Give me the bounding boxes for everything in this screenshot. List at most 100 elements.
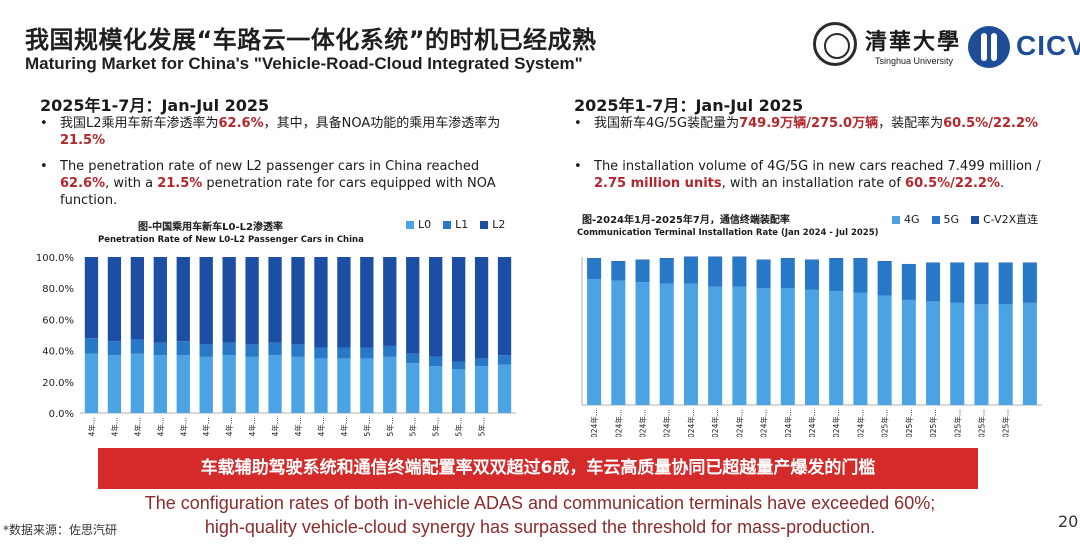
bar-5G-16 (974, 262, 989, 305)
bullet-dot: • (40, 116, 48, 131)
x-tick-label: 2025年... (362, 417, 372, 437)
bar-L0-7 (245, 356, 259, 413)
bar-4G-12 (877, 295, 892, 405)
legend-label: 4G (904, 213, 920, 226)
bar-L2-1 (107, 257, 122, 342)
right-bullet-cn-a: 我国新车4G/5G装配量为 (594, 116, 740, 131)
bar-L2-16 (451, 257, 466, 362)
bar-L1-5 (199, 344, 213, 357)
left-bullet-cn: • 我国L2乘用车新车渗透率为62.6%，其中，具备NOA功能的乘用车渗透率为 2… (40, 115, 520, 149)
bar-L0-6 (222, 355, 236, 413)
cicv-mark-icon (968, 26, 1010, 68)
x-tick-label: 2024年... (734, 409, 744, 437)
legend-swatch (406, 221, 414, 229)
right-chart-legend: 4G 5G C-V2X直连 (892, 211, 1050, 227)
bar-5G-3 (659, 258, 674, 284)
x-tick-label: 2025年... (454, 417, 464, 437)
bar-L2-15 (429, 257, 443, 357)
legend-label: L2 (492, 218, 506, 231)
bar-L1-13 (383, 345, 397, 357)
bar-5G-6 (732, 257, 747, 287)
conclusion-banner: 车载辅助驾驶系统和通信终端配置率双双超过6成，车云高质量协同已超越量产爆发的门槛 (98, 448, 978, 489)
left-bullet-en-c: penetration rate for cars equipped with … (60, 176, 496, 208)
bar-L2-13 (383, 257, 397, 346)
left-l2-rate-en: 62.6% (60, 176, 106, 191)
x-tick-label: 2024年... (247, 417, 257, 437)
page-title: 我国规模化发展“车路云一体化系统”的时机已经成熟 (25, 26, 597, 54)
x-tick-label: 2024年... (855, 409, 865, 437)
bar-L2-5 (199, 257, 213, 345)
tsinghua-seal-icon (813, 22, 857, 66)
left-bullet-cn-a: 我国L2乘用车新车渗透率为 (60, 116, 219, 131)
bar-L1-15 (429, 356, 443, 367)
bar-L1-8 (268, 342, 282, 356)
bar-5G-15 (950, 262, 965, 303)
legend-swatch (892, 216, 900, 224)
bar-L2-18 (497, 257, 512, 356)
x-tick-label: 2025年... (904, 409, 914, 437)
right-volume: 749.9万辆/275.0万辆 (739, 116, 879, 131)
x-tick-label: 2025年... (408, 417, 418, 437)
tsinghua-logo-en: Tsinghua University (875, 56, 954, 66)
left-period-heading: 2025年1-7月：Jan-Jul 2025 (40, 96, 270, 115)
cicv-logo-text: CICV (1016, 30, 1080, 61)
bar-L1-2 (130, 339, 145, 354)
bar-L2-14 (406, 257, 420, 354)
right-panel: 2025年1-7月：Jan-Jul 2025 • 我国新车4G/5G装配量为74… (552, 80, 1058, 440)
left-panel: 2025年1-7月：Jan-Jul 2025 • 我国L2乘用车新车渗透率为62… (18, 80, 528, 440)
x-tick-label: 2024年... (831, 409, 841, 437)
x-tick-label: 2024年... (589, 409, 599, 437)
bar-4G-1 (611, 280, 626, 405)
legend-swatch (931, 216, 940, 224)
tsinghua-logo-cn: 清華大學 (865, 29, 962, 55)
x-tick-label: 2024年... (662, 409, 672, 437)
x-tick-label: 2025年... (385, 417, 395, 437)
bar-L0-15 (429, 366, 443, 413)
x-tick-label: 2025年... (1001, 409, 1011, 437)
bar-L2-3 (153, 257, 167, 343)
left-noa-rate: 21.5% (60, 133, 106, 148)
x-tick-label: 2024年... (686, 409, 696, 437)
bar-L0-1 (107, 355, 122, 413)
x-tick-label: 2024年... (178, 417, 188, 437)
x-tick-label: 2025年... (976, 409, 986, 437)
bar-L0-11 (337, 358, 351, 413)
legend-item-2: C-V2X直连 (971, 211, 1038, 227)
bar-4G-14 (926, 301, 941, 405)
bar-5G-4 (683, 257, 698, 284)
left-l2-rate: 62.6% (218, 116, 264, 131)
x-tick-label: 2024年... (201, 417, 211, 437)
bar-L1-0 (84, 338, 99, 354)
bar-5G-2 (635, 259, 650, 283)
x-tick-label: 2024年... (638, 409, 648, 437)
bar-L2-6 (222, 257, 236, 343)
x-tick-label: 2024年... (339, 417, 349, 437)
bar-5G-8 (780, 258, 795, 289)
right-volume-en: 2.75 million units (594, 176, 722, 191)
bar-L1-18 (497, 355, 512, 365)
bar-L0-13 (383, 356, 397, 413)
left-chart-legend: L0 L1 L2 (406, 218, 517, 231)
bar-5G-1 (611, 261, 626, 281)
right-period-heading: 2025年1-7月：Jan-Jul 2025 (574, 96, 804, 115)
bar-4G-15 (950, 302, 965, 405)
x-tick-label: 2024年... (270, 417, 280, 437)
bar-L2-7 (245, 257, 259, 345)
x-tick-label: 2024年... (807, 409, 817, 437)
bar-4G-11 (853, 292, 868, 405)
y-tick-label: 100.0% (36, 253, 74, 264)
bar-4G-13 (901, 299, 916, 405)
bar-L2-17 (474, 257, 489, 359)
x-tick-label: 2024年... (316, 417, 326, 437)
x-tick-label: 2025年... (880, 409, 890, 437)
bar-L2-4 (176, 257, 190, 342)
bar-5G-17 (998, 262, 1013, 305)
bar-4G-2 (635, 282, 650, 405)
left-noa-rate-en: 21.5% (157, 176, 203, 191)
bar-L1-12 (360, 347, 374, 359)
x-tick-label: 2024年... (86, 417, 96, 437)
bullet-dot: • (574, 159, 582, 174)
legend-label: L0 (418, 218, 432, 231)
cicv-logo: CICV (968, 26, 1080, 70)
bar-4G-5 (708, 286, 723, 405)
